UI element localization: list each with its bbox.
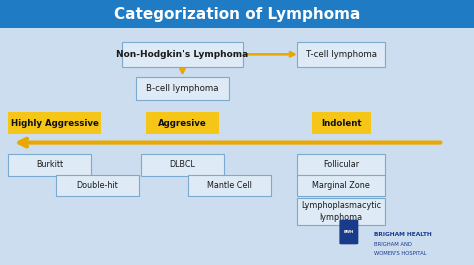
FancyBboxPatch shape [122,42,243,67]
Text: Aggresive: Aggresive [158,119,207,128]
FancyBboxPatch shape [188,174,271,197]
FancyBboxPatch shape [298,42,385,67]
Text: Burkitt: Burkitt [36,160,64,169]
Text: Highly Aggressive: Highly Aggressive [10,119,99,128]
FancyBboxPatch shape [298,174,385,197]
FancyBboxPatch shape [9,112,100,134]
Text: WOMEN'S HOSPITAL: WOMEN'S HOSPITAL [374,251,426,256]
Text: DLBCL: DLBCL [170,160,195,169]
Text: Indolent: Indolent [321,119,362,128]
FancyBboxPatch shape [298,198,385,225]
FancyBboxPatch shape [0,0,474,28]
FancyBboxPatch shape [55,174,138,197]
Text: T-cell lymphoma: T-cell lymphoma [306,50,377,59]
FancyBboxPatch shape [146,112,219,134]
Text: Categorization of Lymphoma: Categorization of Lymphoma [114,7,360,21]
Text: BRIGHAM AND: BRIGHAM AND [374,242,411,247]
FancyBboxPatch shape [141,154,224,176]
Text: BRIGHAM HEALTH: BRIGHAM HEALTH [374,232,431,237]
FancyBboxPatch shape [8,154,91,176]
FancyBboxPatch shape [136,77,228,100]
Text: B-cell lymphoma: B-cell lymphoma [146,84,219,93]
Text: Double-hit: Double-hit [76,181,118,190]
Text: BWH: BWH [344,230,354,234]
FancyBboxPatch shape [298,154,385,176]
Text: Lymphoplasmacytic
lymphoma: Lymphoplasmacytic lymphoma [301,201,382,222]
FancyBboxPatch shape [339,220,358,244]
FancyBboxPatch shape [311,112,371,134]
Text: Mantle Cell: Mantle Cell [208,181,252,190]
Text: Marginal Zone: Marginal Zone [312,181,370,190]
Text: Follicular: Follicular [323,160,359,169]
Text: Non-Hodgkin's Lymphoma: Non-Hodgkin's Lymphoma [116,50,249,59]
